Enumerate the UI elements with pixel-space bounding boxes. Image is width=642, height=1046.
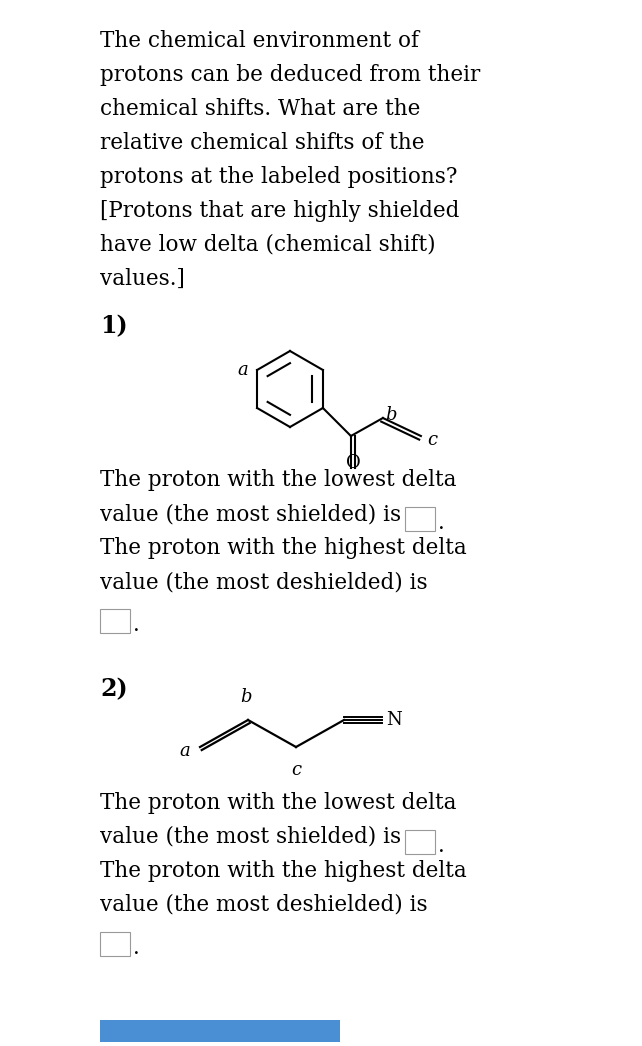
Text: O: O [345, 454, 360, 472]
Bar [100, 932, 130, 956]
Text: have low delta (chemical shift): have low delta (chemical shift) [100, 234, 436, 256]
Bar [405, 507, 435, 531]
Bar [100, 1020, 340, 1042]
Text: value (the most deshielded) is: value (the most deshielded) is [100, 571, 428, 593]
Text: The proton with the lowest delta: The proton with the lowest delta [100, 792, 456, 814]
Text: a: a [179, 742, 190, 760]
Bar [405, 829, 435, 854]
Text: [Protons that are highly shielded: [Protons that are highly shielded [100, 200, 460, 222]
Text: value (the most shielded) is: value (the most shielded) is [100, 826, 401, 848]
Text: .: . [133, 614, 140, 636]
Text: protons at the labeled positions?: protons at the labeled positions? [100, 166, 457, 188]
Text: The proton with the highest delta: The proton with the highest delta [100, 537, 467, 559]
Text: The proton with the lowest delta: The proton with the lowest delta [100, 469, 456, 491]
Text: chemical shifts. What are the: chemical shifts. What are the [100, 98, 421, 120]
Text: c: c [291, 761, 301, 779]
Text: The chemical environment of: The chemical environment of [100, 30, 419, 52]
Text: 2): 2) [100, 677, 128, 701]
Text: N: N [386, 711, 402, 729]
Text: values.]: values.] [100, 268, 185, 290]
Text: 1): 1) [100, 314, 128, 338]
Text: a: a [238, 361, 248, 379]
Text: value (the most deshielded) is: value (the most deshielded) is [100, 894, 428, 916]
Text: c: c [427, 431, 437, 449]
Text: protons can be deduced from their: protons can be deduced from their [100, 64, 480, 86]
Text: b: b [385, 406, 396, 424]
Bar [100, 609, 130, 633]
Text: relative chemical shifts of the: relative chemical shifts of the [100, 132, 424, 154]
Text: value (the most shielded) is: value (the most shielded) is [100, 503, 401, 525]
Text: .: . [438, 511, 445, 535]
Text: The proton with the highest delta: The proton with the highest delta [100, 860, 467, 882]
Text: .: . [133, 937, 140, 959]
Text: b: b [240, 688, 252, 706]
Text: .: . [438, 835, 445, 857]
